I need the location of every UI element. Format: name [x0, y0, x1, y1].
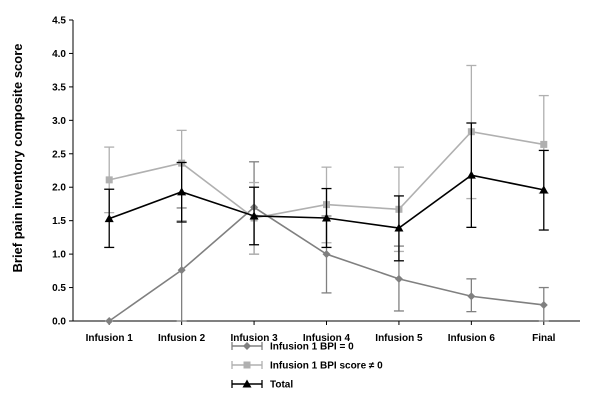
y-axis-ticks: 0.0 0.5 1.0 1.5 2.0 2.5 3.0 3.5 4.0 4.5 — [52, 16, 73, 328]
legend-label: Infusion 1 BPI score ≠ 0 — [270, 361, 383, 372]
data-point — [105, 317, 114, 325]
y-tick-label: 3.5 — [52, 82, 66, 93]
series-3 — [104, 122, 549, 262]
legend-item-2: Infusion 1 BPI score ≠ 0 — [231, 361, 383, 372]
data-point — [177, 187, 187, 196]
series-layer — [104, 64, 549, 325]
y-tick-label: 4.5 — [52, 16, 66, 27]
x-tick-label: Infusion 2 — [158, 333, 206, 344]
data-point — [394, 223, 404, 232]
x-tick-label: Final — [532, 333, 556, 344]
data-point — [105, 176, 113, 184]
x-tick-label: Infusion 3 — [230, 333, 278, 344]
data-point — [394, 274, 403, 283]
y-tick-label: 2.0 — [52, 183, 66, 194]
y-axis-title: Brief pain inventory composite score — [10, 43, 25, 272]
y-tick-label: 3.0 — [52, 116, 66, 127]
y-tick-label: 4.0 — [52, 49, 66, 60]
legend-marker — [242, 379, 252, 388]
legend-marker — [243, 342, 251, 350]
data-point — [540, 140, 548, 148]
legend-label: Infusion 1 BPI = 0 — [270, 342, 354, 353]
legend-item-1: Infusion 1 BPI = 0 — [231, 342, 354, 353]
legend-marker — [243, 361, 251, 369]
data-point — [466, 170, 476, 179]
legend-label: Total — [270, 380, 293, 391]
x-tick-label: Infusion 6 — [448, 333, 496, 344]
data-point — [539, 300, 548, 309]
legend: Infusion 1 BPI = 0 Infusion 1 BPI score ≠… — [231, 342, 383, 391]
data-point — [539, 185, 549, 194]
y-tick-label: 0.5 — [52, 283, 66, 294]
y-tick-label: 1.5 — [52, 216, 66, 227]
x-tick-label: Infusion 5 — [375, 333, 423, 344]
data-point — [249, 211, 259, 220]
x-tick-label: Infusion 1 — [86, 333, 134, 344]
legend-item-3: Total — [231, 379, 293, 391]
data-point — [177, 266, 186, 275]
x-tick-label: Infusion 4 — [303, 333, 351, 344]
data-point — [104, 214, 114, 223]
data-point — [322, 250, 331, 259]
data-point — [467, 292, 476, 301]
data-point — [322, 213, 331, 222]
y-tick-label: 1.0 — [52, 250, 66, 261]
y-tick-label: 0.0 — [52, 317, 66, 328]
y-tick-label: 2.5 — [52, 149, 66, 160]
